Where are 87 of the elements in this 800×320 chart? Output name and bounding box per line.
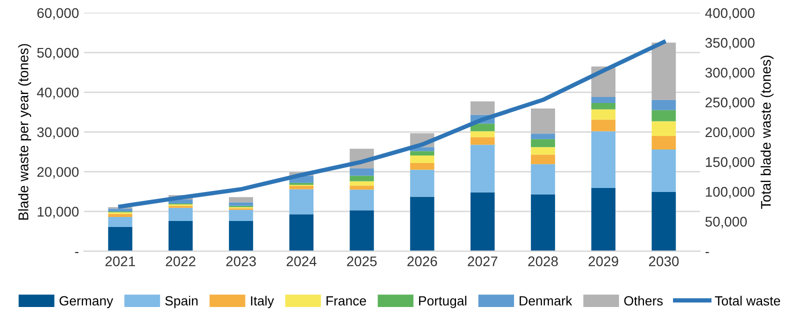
x-tick-label: 2023 — [226, 256, 256, 266]
bar — [470, 131, 495, 138]
bar — [591, 102, 616, 110]
bar — [591, 131, 616, 188]
bar — [591, 109, 616, 120]
line-series — [118, 40, 666, 209]
bar — [168, 221, 193, 252]
x-tick-label: 2029 — [588, 256, 618, 266]
y2-tick-label: 150,000 — [706, 157, 755, 169]
x-tick-label: 2022 — [166, 256, 196, 266]
bar — [652, 42, 676, 100]
bar — [530, 164, 556, 194]
legend-label: Germany — [60, 296, 114, 308]
bar — [530, 108, 556, 134]
legend-label: Others — [624, 296, 663, 306]
legend-label: Portugal — [419, 296, 466, 308]
bar — [470, 101, 495, 115]
y2-tick-label: - — [705, 252, 709, 254]
y-tick-label: 60,000 — [37, 8, 79, 20]
bar — [652, 110, 676, 122]
bar — [108, 217, 132, 227]
y2-tick-label: 300,000 — [705, 68, 755, 80]
bar — [530, 147, 556, 155]
y2-axis-title: Total blade waste (tones) — [760, 56, 774, 209]
bar — [530, 139, 556, 148]
y2-tick-label: 400,000 — [705, 8, 755, 20]
bar — [289, 186, 314, 190]
y-tick-label: 10,000 — [38, 206, 79, 218]
bar — [289, 189, 314, 214]
bar — [350, 210, 374, 252]
y-tick-label: 40,000 — [36, 88, 79, 100]
bar — [410, 162, 434, 170]
x-tick-label: 2026 — [407, 256, 438, 266]
bar — [652, 121, 676, 136]
bar — [350, 186, 374, 190]
bar — [591, 120, 616, 132]
legend-label: France — [326, 296, 366, 306]
bar — [652, 192, 676, 252]
bar — [108, 208, 132, 212]
bar — [591, 97, 616, 103]
bar — [470, 137, 495, 145]
bar — [410, 170, 434, 197]
x-tick-label: 2030 — [649, 256, 679, 266]
x-tick-label: 2028 — [528, 256, 558, 266]
bar — [530, 194, 556, 252]
bar — [470, 124, 495, 132]
x-tick-label: 2027 — [468, 256, 498, 266]
bar — [350, 181, 374, 186]
y-tick-label: 30,000 — [37, 127, 79, 139]
bar — [530, 134, 556, 140]
bar — [350, 190, 374, 210]
bar — [228, 202, 254, 206]
x-tick-label: 2021 — [105, 256, 136, 266]
bar — [652, 136, 676, 150]
bar — [108, 214, 132, 218]
bar — [108, 226, 132, 252]
y2-tick-label: 200,000 — [706, 127, 755, 139]
y-tick-label: - — [75, 252, 79, 254]
legend-label: Denmark — [520, 296, 572, 306]
legend-label: Italy — [251, 296, 274, 308]
x-tick-label: 2024 — [286, 256, 316, 266]
bar — [652, 100, 676, 110]
bar — [228, 221, 254, 252]
y2-tick-label: 100,000 — [706, 186, 755, 198]
y2-tick-label: 350,000 — [705, 38, 755, 50]
bar — [591, 188, 616, 252]
bar — [228, 197, 254, 202]
bar — [530, 154, 556, 164]
bar — [470, 144, 495, 192]
bar — [350, 176, 374, 182]
bar — [410, 196, 434, 252]
bar — [410, 151, 434, 156]
legend-label: Spain — [165, 296, 198, 308]
bar — [470, 192, 495, 252]
legend-label: Total waste — [714, 296, 780, 306]
bar — [289, 214, 314, 252]
bar — [228, 210, 254, 222]
bar — [350, 168, 374, 176]
y-tick-label: 50,000 — [37, 48, 79, 60]
y-tick-label: 20,000 — [37, 167, 79, 179]
y-axis-title: Blade waste per year (tones) — [18, 44, 32, 220]
x-tick-label: 2025 — [347, 256, 377, 266]
y2-tick-label: 250,000 — [706, 98, 755, 110]
bar — [652, 149, 676, 192]
bar — [410, 155, 434, 163]
bar — [168, 208, 193, 222]
y2-tick-label: 50,000 — [705, 216, 747, 228]
